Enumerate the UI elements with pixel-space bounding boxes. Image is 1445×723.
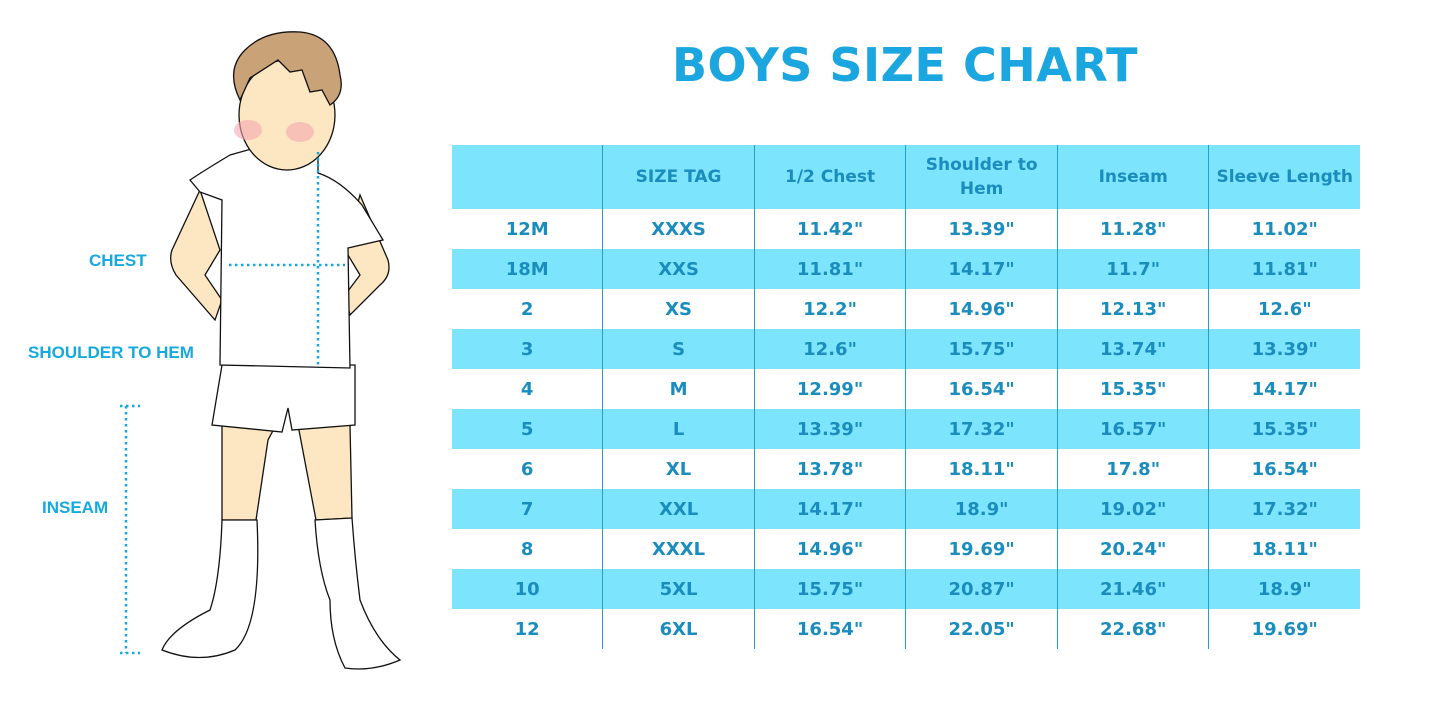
table-cell: 18.11"	[1208, 529, 1360, 569]
table-cell: 18.9"	[905, 489, 1058, 529]
table-cell: 16.54"	[905, 369, 1058, 409]
table-row: 12 6XL 16.54" 22.05" 22.68" 19.69"	[452, 609, 1360, 649]
table-cell: 16.57"	[1056, 409, 1209, 449]
table-cell: M	[602, 369, 755, 409]
inseam-label: INSEAM	[42, 498, 109, 517]
table-cell: 15.35"	[1056, 369, 1209, 409]
table-cell: 14.96"	[905, 289, 1058, 329]
table-cell: 14.17"	[753, 489, 906, 529]
header-cell: SIZE TAG	[602, 145, 755, 209]
table-row: 18M XXS 11.81" 14.17" 11.7" 11.81"	[452, 249, 1360, 289]
table-header-row: SIZE TAG 1/2 Chest Shoulder to Hem Insea…	[452, 145, 1360, 209]
size-table: SIZE TAG 1/2 Chest Shoulder to Hem Insea…	[452, 145, 1360, 649]
table-row: 3 S 12.6" 15.75" 13.74" 13.39"	[452, 329, 1360, 369]
table-cell: 13.78"	[753, 449, 906, 489]
table-cell: 12.6"	[1208, 289, 1360, 329]
table-row: 10 5XL 15.75" 20.87" 21.46" 18.9"	[452, 569, 1360, 609]
table-row: 12M XXXS 11.42" 13.39" 11.28" 11.02"	[452, 209, 1360, 249]
table-cell: 12.2"	[753, 289, 906, 329]
table-cell: 2	[452, 289, 603, 329]
table-cell: 18.9"	[1208, 569, 1360, 609]
table-cell: 10	[452, 569, 603, 609]
table-cell: 17.32"	[905, 409, 1058, 449]
table-cell: 22.05"	[905, 609, 1058, 649]
table-cell: 22.68"	[1056, 609, 1209, 649]
table-cell: 7	[452, 489, 603, 529]
table-cell: 12M	[452, 209, 603, 249]
boy-illustration	[120, 31, 402, 670]
table-cell: 11.81"	[753, 249, 906, 289]
table-cell: 12.6"	[753, 329, 906, 369]
table-row: 2 XS 12.2" 14.96" 12.13" 12.6"	[452, 289, 1360, 329]
table-cell: 11.81"	[1208, 249, 1360, 289]
table-cell: 8	[452, 529, 603, 569]
table-cell: 11.02"	[1208, 209, 1360, 249]
table-cell: 14.96"	[753, 529, 906, 569]
shoulder-to-hem-label: SHOULDER TO HEM	[28, 343, 194, 362]
table-cell: 13.74"	[1056, 329, 1209, 369]
table-cell: 14.17"	[1208, 369, 1360, 409]
table-row: 4 M 12.99" 16.54" 15.35" 14.17"	[452, 369, 1360, 409]
table-row: 6 XL 13.78" 18.11" 17.8" 16.54"	[452, 449, 1360, 489]
table-cell: 20.24"	[1056, 529, 1209, 569]
chest-label: CHEST	[89, 251, 147, 270]
table-cell: 19.69"	[905, 529, 1058, 569]
table-cell: 15.35"	[1208, 409, 1360, 449]
table-cell: L	[602, 409, 755, 449]
table-cell: S	[602, 329, 755, 369]
table-cell: XS	[602, 289, 755, 329]
table-cell: 13.39"	[753, 409, 906, 449]
table-row: 8 XXXL 14.96" 19.69" 20.24" 18.11"	[452, 529, 1360, 569]
table-cell: 20.87"	[905, 569, 1058, 609]
table-cell: 19.69"	[1208, 609, 1360, 649]
table-cell: 18.11"	[905, 449, 1058, 489]
table-cell: 18M	[452, 249, 603, 289]
header-cell	[452, 145, 603, 209]
table-cell: 12.99"	[753, 369, 906, 409]
header-cell: Inseam	[1056, 145, 1209, 209]
table-cell: 14.17"	[905, 249, 1058, 289]
table-cell: 15.75"	[905, 329, 1058, 369]
table-cell: 16.54"	[753, 609, 906, 649]
table-cell: 4	[452, 369, 603, 409]
table-cell: 5XL	[602, 569, 755, 609]
table-cell: 17.32"	[1208, 489, 1360, 529]
table-cell: XXS	[602, 249, 755, 289]
table-cell: 16.54"	[1208, 449, 1360, 489]
header-cell: Shoulder to Hem	[905, 145, 1058, 209]
table-cell: 17.8"	[1056, 449, 1209, 489]
table-cell: XXXL	[602, 529, 755, 569]
table-cell: 12.13"	[1056, 289, 1209, 329]
table-cell: 6XL	[602, 609, 755, 649]
table-cell: 13.39"	[1208, 329, 1360, 369]
table-cell: 21.46"	[1056, 569, 1209, 609]
table-cell: XL	[602, 449, 755, 489]
table-cell: 5	[452, 409, 603, 449]
table-cell: 13.39"	[905, 209, 1058, 249]
header-cell: 1/2 Chest	[753, 145, 906, 209]
table-cell: 12	[452, 609, 603, 649]
table-cell: 3	[452, 329, 603, 369]
table-cell: XXL	[602, 489, 755, 529]
table-row: 5 L 13.39" 17.32" 16.57" 15.35"	[452, 409, 1360, 449]
table-cell: 19.02"	[1056, 489, 1209, 529]
table-cell: 11.42"	[753, 209, 906, 249]
table-cell: 6	[452, 449, 603, 489]
table-cell: XXXS	[602, 209, 755, 249]
table-cell: 11.7"	[1056, 249, 1209, 289]
header-cell: Sleeve Length	[1208, 145, 1360, 209]
page-title: BOYS SIZE CHART	[671, 38, 1139, 92]
table-row: 7 XXL 14.17" 18.9" 19.02" 17.32"	[452, 489, 1360, 529]
table-cell: 15.75"	[753, 569, 906, 609]
table-cell: 11.28"	[1056, 209, 1209, 249]
